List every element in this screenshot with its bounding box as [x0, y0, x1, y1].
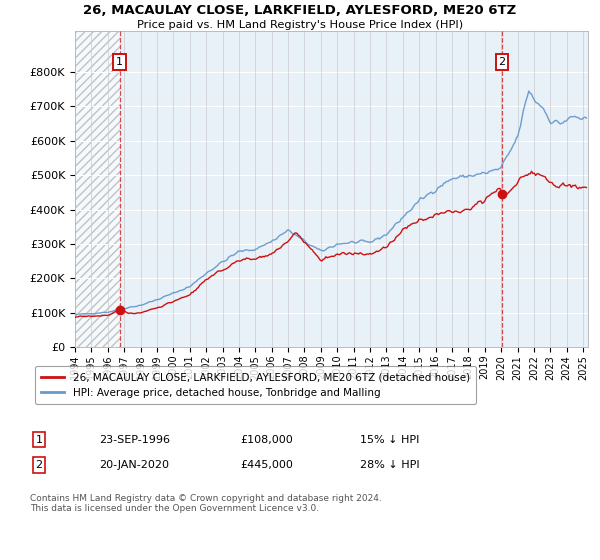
Text: 26, MACAULAY CLOSE, LARKFIELD, AYLESFORD, ME20 6TZ: 26, MACAULAY CLOSE, LARKFIELD, AYLESFORD…	[83, 4, 517, 17]
Text: £108,000: £108,000	[240, 435, 293, 445]
Bar	[75, 31, 120, 347]
Bar	[75, 31, 120, 347]
Text: 2: 2	[499, 57, 506, 67]
Legend: 26, MACAULAY CLOSE, LARKFIELD, AYLESFORD, ME20 6TZ (detached house), HPI: Averag: 26, MACAULAY CLOSE, LARKFIELD, AYLESFORD…	[35, 366, 476, 404]
Text: Contains HM Land Registry data © Crown copyright and database right 2024.
This d: Contains HM Land Registry data © Crown c…	[30, 494, 382, 514]
Text: 23-SEP-1996: 23-SEP-1996	[99, 435, 170, 445]
Text: 2: 2	[35, 460, 43, 470]
Text: Price paid vs. HM Land Registry's House Price Index (HPI): Price paid vs. HM Land Registry's House …	[137, 20, 463, 30]
Text: 1: 1	[35, 435, 43, 445]
Text: 28% ↓ HPI: 28% ↓ HPI	[360, 460, 419, 470]
Text: 15% ↓ HPI: 15% ↓ HPI	[360, 435, 419, 445]
Text: £445,000: £445,000	[240, 460, 293, 470]
Text: 1: 1	[116, 57, 123, 67]
Text: 20-JAN-2020: 20-JAN-2020	[99, 460, 169, 470]
